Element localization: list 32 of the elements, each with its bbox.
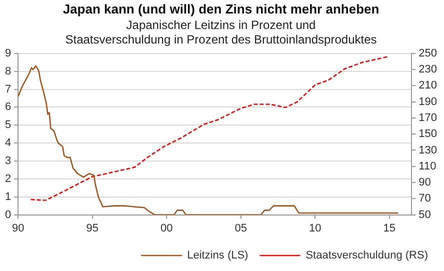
- line-series: [30, 56, 389, 201]
- y2-tick-label: 90: [418, 176, 431, 189]
- y-tick-label: 0: [4, 208, 12, 221]
- x-tick-label: 05: [234, 222, 247, 234]
- y-tick-label: 8: [4, 65, 12, 78]
- x-tick-label: 90: [12, 222, 24, 234]
- chart-subtitle: Japanischer Leitzins in Prozent und Staatsverschuldung in Prozent des Bruttoinlandsproduktes: [65, 18, 377, 47]
- y2-tick-label: 130: [418, 144, 438, 156]
- legend-label: Leitzins (LS): [187, 250, 248, 262]
- y2-tick-label: 170: [418, 112, 438, 124]
- chart-title: Japan kann (und will) den Zins nicht mehr anheben: [62, 1, 380, 16]
- y2-tick-label: 250: [418, 47, 438, 60]
- y2-tick-label: 110: [418, 160, 436, 172]
- y2-tick-label: 210: [418, 80, 438, 92]
- x-tick-label: 00: [160, 222, 173, 234]
- y-tick-label: 6: [4, 101, 12, 114]
- y2-tick-label: 190: [418, 96, 438, 108]
- y-tick-label: 1: [4, 190, 12, 203]
- y-tick-label: 3: [4, 155, 12, 168]
- x-tick-label: 15: [383, 222, 396, 234]
- x-tick-label: 10: [308, 222, 322, 234]
- x-tick-label: 95: [86, 222, 98, 234]
- y-tick-label: 7: [4, 83, 12, 96]
- y-tick-label: 5: [4, 119, 12, 132]
- y2-tick-label: 230: [418, 64, 438, 76]
- y2-tick-label: 50: [418, 208, 431, 221]
- y2-tick-label: 70: [418, 192, 431, 205]
- y2-tick-label: 150: [418, 128, 438, 140]
- legend-label: Staatsverschuldung (RS): [306, 250, 428, 262]
- y-tick-label: 4: [4, 137, 12, 150]
- y-tick-label: 2: [4, 172, 12, 185]
- y-tick-label: 9: [4, 47, 12, 60]
